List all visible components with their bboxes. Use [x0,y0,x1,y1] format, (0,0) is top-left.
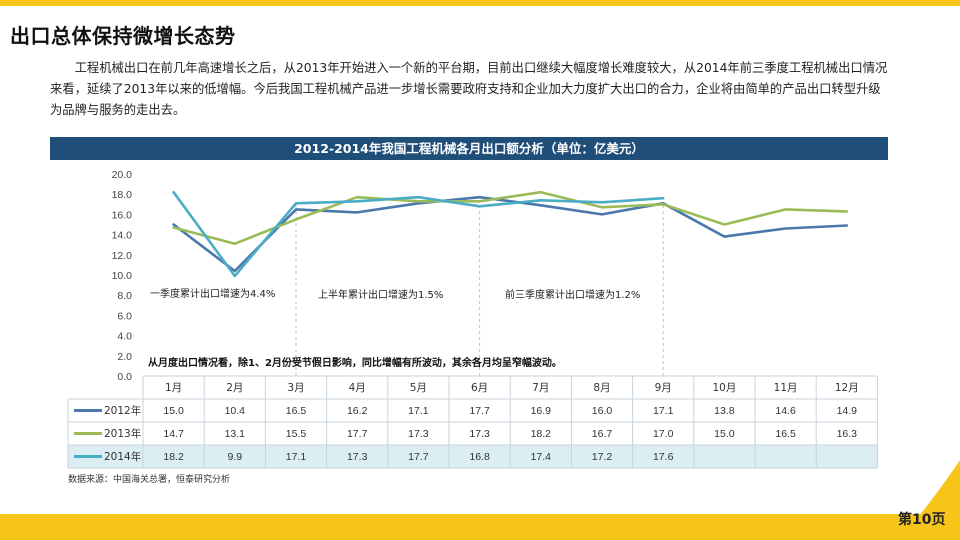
data-label: 15.0 [714,428,735,440]
annotation-summary: 从月度出口情况看，除1、2月份受节假日影响，同比增幅有所波动，其余各月均呈窄幅波… [148,356,562,369]
data-label: 16.8 [469,451,490,463]
corner-swoosh-decoration [900,460,960,540]
series-line-2014年 [172,190,665,278]
data-label: 17.3 [469,428,490,440]
y-tick-label: 6.0 [117,310,132,322]
data-label: 17.3 [408,428,429,440]
y-tick-label: 2.0 [117,351,132,363]
data-label: 17.7 [408,451,429,463]
x-tick-label: 2月 [226,382,243,394]
series-line-2013年 [172,190,849,245]
data-label: 17.0 [653,428,674,440]
data-label: 16.3 [837,428,858,440]
x-tick-label: 1月 [165,382,182,394]
series-line-2012年 [172,195,849,273]
x-tick-label: 6月 [471,382,488,394]
data-label: 14.9 [837,405,858,417]
data-label: 14.7 [163,428,184,440]
page-title: 出口总体保持微增长态势 [10,24,236,48]
data-label: 17.7 [347,428,368,440]
data-label: 17.7 [469,405,490,417]
chart-title: 2012-2014年我国工程机械各月出口额分析（单位：亿美元） [50,137,888,160]
data-label: 17.4 [531,451,552,463]
x-tick-label: 11月 [774,382,798,394]
data-source: 数据来源：中国海关总署，恒泰研究分析 [68,475,231,485]
data-label: 16.2 [347,405,368,417]
data-label: 17.6 [653,451,674,463]
y-tick-label: 14.0 [112,230,133,242]
intro-paragraph: 工程机械出口在前几年高速增长之后，从2013年开始进入一个新的平台期，目前出口继… [50,61,888,117]
x-tick-label: 5月 [410,382,427,394]
x-tick-label: 8月 [593,382,610,394]
data-label: 16.0 [592,405,613,417]
y-tick-label: 18.0 [112,189,133,201]
annotation-quarter: 一季度累计出口增速为4.4% [150,287,275,300]
data-label: 15.5 [286,428,307,440]
annotation-quarter: 上半年累计出口增速为1.5% [318,288,443,301]
y-tick-label: 20.0 [112,169,133,181]
x-tick-label: 4月 [349,382,366,394]
y-tick-label: 8.0 [117,290,132,302]
bottom-accent-bar [0,514,960,540]
data-label: 18.2 [163,451,184,463]
data-label: 17.1 [408,405,429,417]
y-tick-label: 10.0 [112,270,133,282]
data-label: 10.4 [225,405,246,417]
y-tick-label: 12.0 [112,250,133,262]
page-number: 第10页 [898,512,946,528]
data-label: 17.2 [592,451,613,463]
data-label: 18.2 [531,428,552,440]
y-tick-label: 0.0 [117,371,132,383]
data-label: 17.1 [653,405,674,417]
data-label: 14.6 [775,405,796,417]
y-tick-label: 16.0 [112,209,133,221]
legend-label: 2014年 [104,450,141,463]
annotation-quarter: 前三季度累计出口增速为1.2% [505,288,640,301]
data-label: 15.0 [163,405,184,417]
legend-label: 2012年 [104,404,141,417]
data-label: 13.1 [225,428,246,440]
x-tick-label: 12月 [835,382,859,394]
data-label: 17.3 [347,451,368,463]
x-tick-label: 3月 [287,382,304,394]
data-label: 9.9 [227,451,242,463]
data-label: 16.9 [531,405,552,417]
data-label: 16.7 [592,428,613,440]
top-accent-bar [0,0,960,6]
x-tick-label: 9月 [655,382,672,394]
x-tick-label: 7月 [532,382,549,394]
data-label: 16.5 [286,405,307,417]
data-label: 13.8 [714,405,735,417]
x-tick-label: 10月 [712,382,736,394]
table-row-highlight [68,445,878,468]
legend-label: 2013年 [104,427,141,440]
y-tick-label: 4.0 [117,331,132,343]
data-label: 17.1 [286,451,307,463]
data-label: 16.5 [775,428,796,440]
